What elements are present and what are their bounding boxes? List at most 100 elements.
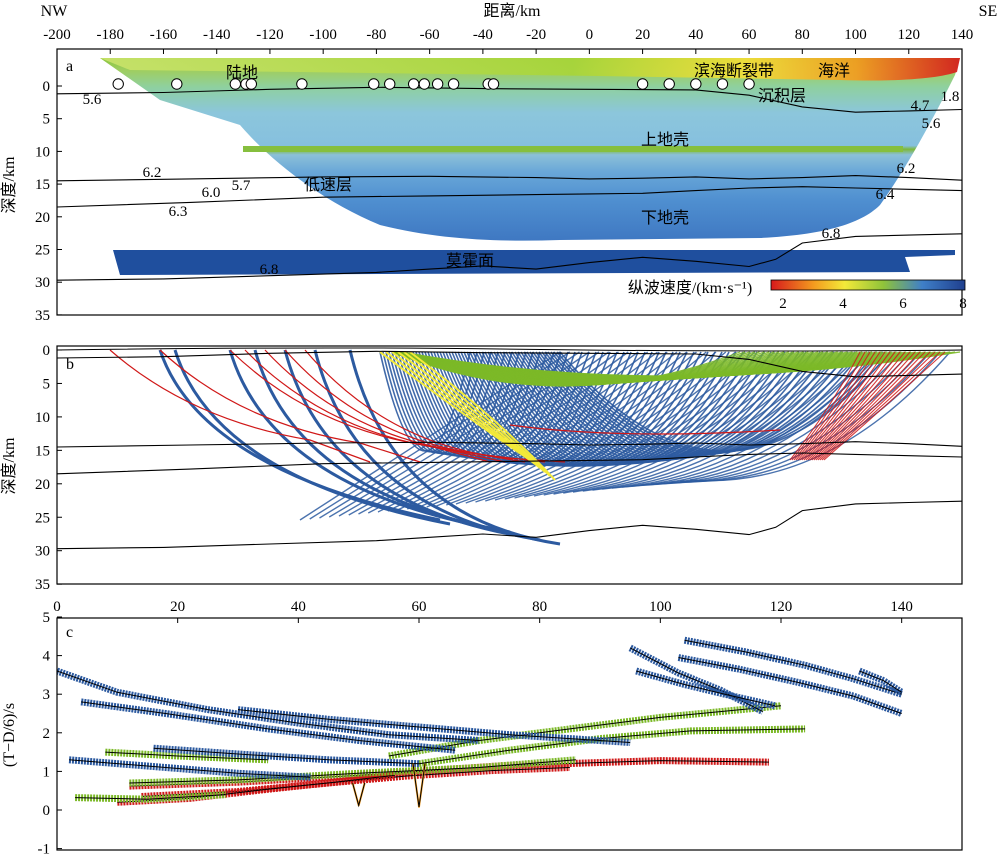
vel-label: 5.6 [83,92,102,108]
calculated-traveltime [352,782,366,808]
panel-b-interfaces [57,347,962,550]
label-low-velocity: 低速层 [304,176,352,194]
x-tick-label: -160 [150,27,178,43]
label-land: 陆地 [226,64,258,82]
station-marker [418,78,431,90]
ray-path [805,351,901,461]
panel-a-velocity-model: NW SE 距离/km -200 -180 -160 -140 -120 -100 -80-… [0,2,997,324]
panel-b-ray-tracing: 0 5 10 15 20 25 30 35 深度/km b [0,343,963,593]
top-x-axis-title: 距离/km [484,2,541,20]
station-marker [690,78,702,90]
ray-path [284,349,546,463]
panel-a-frame [56,48,963,316]
ray-path [793,351,871,461]
vel-label: 6.4 [876,187,895,203]
calculated-traveltime [69,759,311,778]
panel-a-stations [112,78,755,90]
ray-path [504,351,766,500]
x-tick-label: -20 [526,27,546,43]
calculated-traveltime [105,751,269,761]
x-tick-label: 60 [412,599,427,615]
x-tick-label: -200 [43,27,71,43]
traveltime-picks [57,636,904,808]
se-label: SE [979,3,998,20]
y-tick-label: 0 [43,79,51,95]
colorbar-tick: 6 [899,296,907,312]
ray-path [819,351,936,461]
y-tick-label: 0 [43,803,51,819]
ray-path [158,349,441,522]
y-tick-label: 10 [35,144,50,160]
x-tick-label: -60 [420,27,440,43]
y-tick-label: 35 [35,308,50,324]
ray-path [821,351,941,461]
ray-path [799,351,886,461]
station-marker [636,78,649,90]
y-tick-label: 15 [35,443,50,459]
x-tick-label: 100 [844,27,867,43]
observed-traveltime [351,782,366,807]
calculated-traveltime [678,657,902,714]
traveltime-series [57,636,904,808]
x-tick-label: 80 [532,599,547,615]
velocity-field [57,58,962,281]
ray-path [815,351,926,461]
x-tick-label: 40 [291,599,306,615]
ray-path [592,351,854,491]
ray-path [803,351,896,461]
x-tick-label: -100 [309,27,337,43]
y-tick-label: 5 [43,376,51,392]
y-tick-label: 20 [35,210,50,226]
label-moho: 莫霍面 [446,252,494,270]
station-marker [663,78,675,90]
y-tick-label: 25 [35,510,50,526]
surface-line [57,347,962,352]
ray-path [475,351,736,503]
ray-paths [57,347,962,550]
panel-b-y-ticks: 0 5 10 15 20 25 30 35 [35,343,62,593]
ray-path [159,349,421,463]
ray-path [791,351,866,461]
label-ocean: 海洋 [818,62,850,80]
y-tick-label: 20 [35,477,50,493]
vel-label: 1.8 [941,89,960,105]
vel-label: 6.8 [260,262,279,278]
x-tick-label: 20 [635,27,650,43]
calculated-traveltime [636,670,776,707]
station-marker [487,78,500,90]
y-tick-label: 5 [43,610,51,626]
colorbar-gradient [770,279,966,291]
ray-path [809,351,911,461]
x-tick-label: -120 [256,27,284,43]
y-tick-label: 4 [43,649,51,665]
ray-path [283,349,521,538]
sediment-velocity-band [100,58,960,81]
x-tick-label: 0 [53,599,61,615]
x-tick-label: 140 [951,27,974,43]
calculated-traveltime [859,670,902,693]
y-tick-label: 2 [43,726,51,742]
x-tick-label: 80 [795,27,810,43]
panel-c-id: c [66,624,73,641]
ray-path [550,351,870,455]
interface-line [57,500,962,550]
ray-path [611,351,873,489]
panel-a-interfaces [57,86,962,281]
station-marker [384,78,396,90]
panel-c-frame [56,617,963,851]
ray-path [313,349,541,542]
calculated-traveltime [153,747,420,765]
ray-path [391,351,541,469]
label-lower-crust: 下地壳 [641,209,689,227]
upper-crust-stripe [243,146,903,152]
station-marker [296,78,308,90]
ray-path [544,351,856,456]
station-marker [407,78,420,90]
ray-path [813,351,921,461]
ray-path [109,349,371,463]
x-tick-label: 60 [742,27,757,43]
interface-line [57,350,962,378]
ray-path [403,351,551,477]
y-tick-label: 35 [35,577,50,593]
